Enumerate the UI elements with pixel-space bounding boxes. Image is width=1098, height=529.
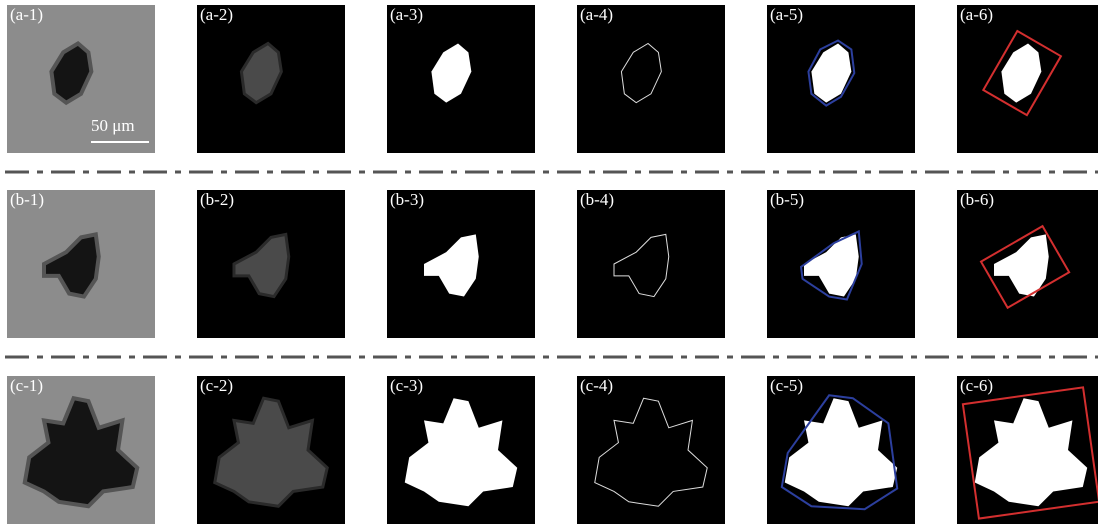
panel: (b-1) — [7, 190, 155, 338]
panel: (c-5) — [767, 376, 915, 524]
panel: (a-3) — [387, 5, 535, 153]
panel-label: (a-5) — [770, 5, 803, 24]
panel-label: (c-3) — [390, 376, 423, 395]
panel: (c-4) — [577, 376, 725, 524]
panel-label: (b-2) — [200, 190, 234, 209]
panel: (c-2) — [197, 376, 345, 524]
panel: (c-3) — [387, 376, 535, 524]
panel: (a-4) — [577, 5, 725, 153]
panel: (b-2) — [197, 190, 345, 338]
panel-label: (b-6) — [960, 190, 994, 209]
panel-label: (c-5) — [770, 376, 803, 395]
panel: (b-6) — [957, 190, 1098, 338]
panel-label: (c-1) — [10, 376, 43, 395]
panel-label: (a-3) — [390, 5, 423, 24]
panel: (c-1) — [7, 376, 155, 524]
panel: (a-6) — [957, 5, 1098, 153]
panel: (b-4) — [577, 190, 725, 338]
panel: (b-5) — [767, 190, 915, 338]
panel-label: (b-5) — [770, 190, 804, 209]
panel-label: (a-2) — [200, 5, 233, 24]
panel-label: (b-1) — [10, 190, 44, 209]
panel-label: (a-1) — [10, 5, 43, 24]
panel: (a-1) 50 μm — [7, 5, 155, 153]
panel: (a-5) — [767, 5, 915, 153]
panel-label: (b-4) — [580, 190, 614, 209]
panel-image — [577, 376, 725, 524]
panel: (a-2) — [197, 5, 345, 153]
panel-image — [577, 5, 725, 153]
panel-label: (c-2) — [200, 376, 233, 395]
panel-label: (c-6) — [960, 376, 993, 395]
panel-label: (a-4) — [580, 5, 613, 24]
panel: (c-6) — [957, 376, 1098, 524]
panel-label: (b-3) — [390, 190, 424, 209]
scale-bar-label: 50 μm — [91, 116, 135, 135]
panel-image — [577, 190, 725, 338]
figure: (a-1) 50 μm (a-2) (a-3) (a-4) (a-5) (a-6) (b-1)… — [0, 0, 1098, 529]
panel-label: (a-6) — [960, 5, 993, 24]
panel-label: (c-4) — [580, 376, 613, 395]
panel: (b-3) — [387, 190, 535, 338]
